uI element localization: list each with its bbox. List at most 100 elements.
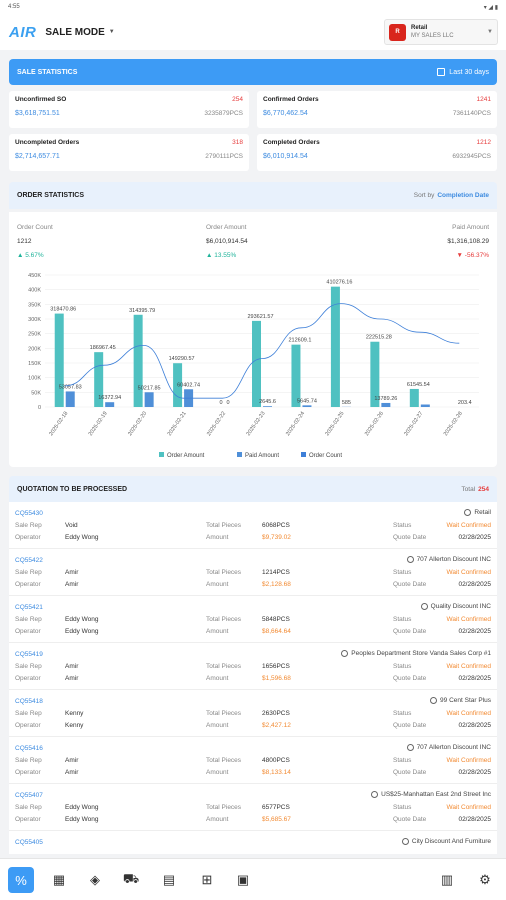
amount-label: Amount: [206, 722, 229, 729]
order-chart: 450K 400K 350K 300K 250K 200K 150K 100K 50K 0 3184…: [28, 273, 479, 459]
tab-invoices-icon[interactable]: ⊞: [201, 872, 213, 887]
stat-count: 1212: [476, 139, 491, 146]
sale-rep-label: Sale Rep: [15, 569, 42, 576]
sort-selector[interactable]: Sort by Completion Date: [414, 192, 489, 199]
order-statistics-body: Order Count 1212 ▲ 5.67% Order Amount $6…: [9, 212, 497, 467]
customer-name: 707 Allerton Discount INC: [406, 744, 491, 751]
store-selector[interactable]: R Retail MY SALES LLC ▼: [384, 19, 498, 45]
amount-value: $2,128.68: [262, 581, 291, 588]
quote-date-label: Quote Date: [393, 722, 427, 729]
quotation-id[interactable]: CQ55422: [15, 557, 43, 564]
quote-date-label: Quote Date: [393, 534, 427, 541]
bar-order-amount: [54, 313, 64, 407]
bar-order-amount: [370, 341, 380, 407]
sort-value: Completion Date: [437, 192, 489, 199]
bar-label: 212609.1: [288, 338, 311, 344]
bar-label: 186967.45: [90, 345, 116, 351]
customer-name: Quality Discount INC: [420, 603, 491, 610]
tab-orders-icon[interactable]: ▤: [162, 872, 176, 887]
quotation-item[interactable]: CQ55422 707 Allerton Discount INC Sale Rep…: [9, 549, 497, 596]
total-pieces-value: 1214PCS: [262, 569, 290, 576]
y-tick-label: 150K: [28, 361, 41, 367]
total-pieces-label: Total Pieces: [206, 569, 242, 576]
stat-label: Confirmed Orders: [263, 96, 319, 103]
kpi-change: ▲ 5.67%: [17, 252, 44, 259]
quotation-id[interactable]: CQ55416: [15, 745, 43, 752]
tab-clipboard-icon[interactable]: ▣: [236, 872, 250, 887]
tab-cart-icon[interactable]: ⛟: [122, 871, 140, 886]
total-pieces-value: 4800PCS: [262, 757, 290, 764]
amount-value: $2,427.12: [262, 722, 291, 729]
x-tick-label: 2025-02-18: [48, 411, 69, 437]
chevron-down-icon: ▼: [487, 29, 493, 35]
stat-card-uncompleted[interactable]: Uncompleted Orders 318 $2,714,657.71 27901…: [9, 134, 249, 171]
operator-label: Operator: [15, 581, 41, 588]
quotation-item[interactable]: CQ55421 Quality Discount INC Sale Rep Eddy …: [9, 596, 497, 643]
customer-icon: [406, 556, 414, 563]
quotation-item[interactable]: CQ55419 Peoples Department Store Vanda Sa…: [9, 643, 497, 690]
quotation-item[interactable]: CQ55416 707 Allerton Discount INC Sale Rep…: [9, 737, 497, 784]
quote-date-label: Quote Date: [393, 816, 427, 823]
stat-card-confirmed[interactable]: Confirmed Orders 1241 $6,770,462.54 736114…: [257, 91, 497, 128]
operator-value: Eddy Wong: [65, 816, 99, 823]
amount-label: Amount: [206, 628, 229, 635]
quotation-list: CQ55430 Retail Sale Rep Void Operator Eddy Wo…: [9, 502, 497, 854]
date-range-selector[interactable]: Last 30 days: [437, 68, 489, 76]
sale-rep-value: Void: [65, 522, 78, 529]
customer-name: 707 Allerton Discount INC: [406, 556, 491, 563]
sale-rep-value: Eddy Wong: [65, 804, 99, 811]
quotation-item[interactable]: CQ55418 99 Cent Star Plus Sale Rep Kenny Ope…: [9, 690, 497, 737]
y-tick-label: 400K: [28, 288, 41, 294]
kpi-change: ▼ -56.37%: [456, 252, 489, 259]
status-value: Wait Confirmed: [446, 663, 491, 670]
status-label: Status: [393, 663, 412, 670]
bottom-tab-bar: % ▦ ◈ ⛟ ▤ ⊞ ▣ ▥ ⚙: [0, 858, 506, 900]
quotation-header: QUOTATION TO BE PROCESSED Total 254: [9, 476, 497, 503]
quotation-id[interactable]: CQ55419: [15, 651, 43, 658]
quotation-id[interactable]: CQ55418: [15, 698, 43, 705]
kpi-value: $6,010,914.54: [206, 238, 248, 245]
tab-inventory-icon[interactable]: ◈: [90, 872, 100, 887]
kpi-order-amount: Order Amount $6,010,914.54 ▲ 13.55%: [206, 224, 248, 259]
customer-icon: [430, 697, 438, 704]
amount-label: Amount: [206, 581, 229, 588]
y-tick-label: 50K: [31, 390, 41, 396]
operator-label: Operator: [15, 534, 41, 541]
kpi-label: Order Amount: [206, 224, 247, 231]
customer-name: Peoples Department Store Vanda Sales Cor…: [341, 650, 491, 657]
bar-order-amount: [252, 320, 261, 407]
status-label: Status: [393, 757, 412, 764]
chevron-down-icon[interactable]: ▼: [108, 29, 115, 35]
amount-label: Amount: [206, 816, 229, 823]
quotation-id[interactable]: CQ55430: [15, 510, 43, 517]
amount-label: Amount: [206, 769, 229, 776]
tab-catalog-icon[interactable]: ▦: [52, 872, 66, 887]
bar-order-amount: [133, 314, 143, 407]
x-tick-label: 2025-02-28: [443, 411, 464, 437]
quotation-id[interactable]: CQ55407: [15, 792, 43, 799]
customer-icon: [464, 509, 472, 516]
bar-label: 0: [220, 400, 223, 406]
customer-name: US$25-Manhattan East 2nd Street Inc: [371, 791, 491, 798]
sale-rep-label: Sale Rep: [15, 804, 42, 811]
tab-settings-icon[interactable]: ⚙: [479, 872, 491, 887]
quotation-item[interactable]: CQ55407 US$25-Manhattan East 2nd Street I…: [9, 784, 497, 831]
quotation-id[interactable]: CQ55421: [15, 604, 43, 611]
stat-card-completed[interactable]: Completed Orders 1212 $6,010,914.54 693294…: [257, 134, 497, 171]
kpi-paid-amount: Paid Amount $1,316,108.29 ▼ -56.37%: [447, 224, 489, 259]
sale-rep-label: Sale Rep: [15, 522, 42, 529]
quotation-item[interactable]: CQ55405 City Discount And Furniture: [9, 831, 497, 854]
x-tick-label: 2025-02-20: [127, 411, 148, 437]
order-statistics-header: ORDER STATISTICS Sort by Completion Date: [9, 182, 497, 209]
mode-selector[interactable]: SALE MODE: [45, 26, 105, 38]
bar-label: 293621.57: [248, 314, 274, 320]
stat-count: 1241: [476, 96, 491, 103]
tab-sales-dashboard-icon[interactable]: %: [8, 867, 34, 893]
quotation-id[interactable]: CQ55405: [15, 839, 43, 846]
bar-label: 50217.85: [138, 385, 161, 391]
tab-reports-icon[interactable]: ▥: [440, 872, 454, 887]
quotation-item[interactable]: CQ55430 Retail Sale Rep Void Operator Eddy Wo…: [9, 502, 497, 549]
section-title: ORDER STATISTICS: [17, 192, 85, 199]
stat-card-unconfirmed[interactable]: Unconfirmed SO 254 $3,618,751.51 3235879PC…: [9, 91, 249, 128]
amount-value: $8,133.14: [262, 769, 291, 776]
